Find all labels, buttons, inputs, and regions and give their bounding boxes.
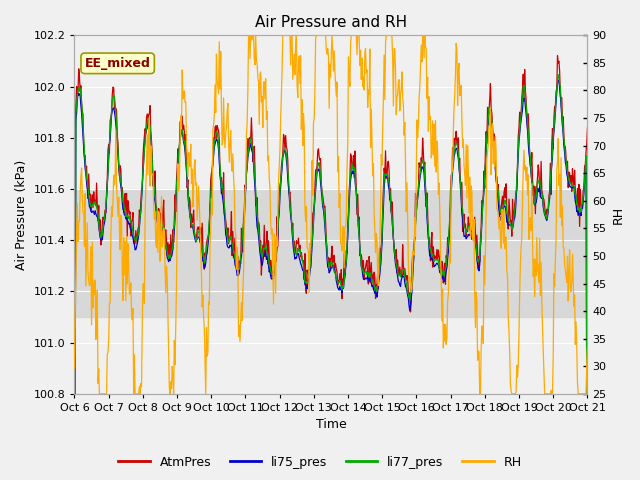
Text: EE_mixed: EE_mixed [84, 57, 150, 70]
X-axis label: Time: Time [316, 419, 346, 432]
Y-axis label: Air Pressure (kPa): Air Pressure (kPa) [15, 159, 28, 270]
Title: Air Pressure and RH: Air Pressure and RH [255, 15, 407, 30]
Bar [74, 189, 588, 317]
Legend: AtmPres, li75_pres, li77_pres, RH: AtmPres, li75_pres, li77_pres, RH [113, 451, 527, 474]
Y-axis label: RH: RH [612, 205, 625, 224]
